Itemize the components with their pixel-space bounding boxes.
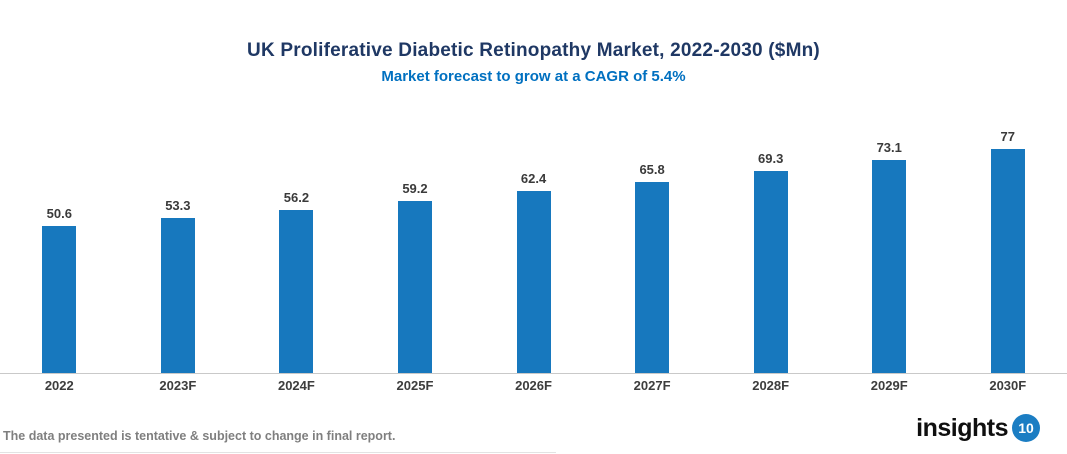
x-axis-label: 2022: [44, 378, 74, 393]
bar: [635, 181, 670, 373]
x-axis-label: 2030F: [989, 378, 1027, 393]
x-axis-label: 2023F: [159, 378, 197, 393]
bar: [397, 200, 432, 373]
bar-column: 69.3: [711, 120, 830, 373]
logo-wordmark: insights: [916, 413, 1008, 442]
bar-value-label: 62.4: [520, 171, 547, 187]
bar-value-label: 50.6: [46, 205, 72, 221]
disclaimer-text: The data presented is tentative & subjec…: [3, 429, 396, 443]
chart-subtitle: Market forecast to grow at a CAGR of 5.4…: [381, 68, 686, 85]
bar-column: 73.1: [830, 120, 949, 373]
bar-chart-plot-area: 50.6 53.3 56.2 59.2 62.4 65.8 69.3 73.1 77: [0, 120, 1067, 374]
bar-value-label: 69.3: [758, 151, 784, 167]
bar-value-label: 56.2: [283, 189, 310, 205]
bar-column: 62.4: [474, 120, 593, 373]
bar: [516, 191, 551, 373]
x-axis-label: 2026F: [515, 378, 552, 393]
bar-value-label: 73.1: [876, 140, 902, 156]
bar-value-label: 53.3: [165, 197, 191, 213]
x-axis-label: 2024F: [277, 378, 315, 393]
insights10-logo: insights 10: [916, 414, 1040, 442]
bar-value-label: 77: [1000, 129, 1016, 144]
bar-column: 59.2: [356, 120, 475, 373]
bar: [872, 160, 907, 373]
bar: [753, 171, 788, 373]
x-axis-labels: 2022 2023F 2024F 2025F 2026F 2027F 2028F 2029F 2…: [0, 378, 1067, 393]
bar-column: 53.3: [119, 120, 238, 373]
bar-column: 65.8: [593, 120, 712, 373]
footer-divider: [0, 452, 556, 453]
bar-value-label: 65.8: [639, 161, 665, 177]
chart-title: UK Proliferative Diabetic Retinopathy Ma…: [247, 40, 820, 61]
x-axis-label: 2029F: [870, 378, 908, 393]
x-axis-label: 2025F: [396, 378, 434, 393]
bar: [42, 225, 77, 373]
bar: [990, 149, 1025, 373]
bar-column: 77: [949, 120, 1067, 373]
bar-column: 56.2: [237, 120, 356, 373]
x-axis-label: 2028F: [752, 378, 790, 393]
bar: [279, 209, 314, 373]
bar-value-label: 59.2: [402, 180, 428, 196]
bar-column: 50.6: [0, 120, 119, 373]
logo-badge-10: 10: [1012, 414, 1040, 442]
bar: [160, 217, 195, 373]
x-axis-label: 2027F: [633, 378, 671, 393]
